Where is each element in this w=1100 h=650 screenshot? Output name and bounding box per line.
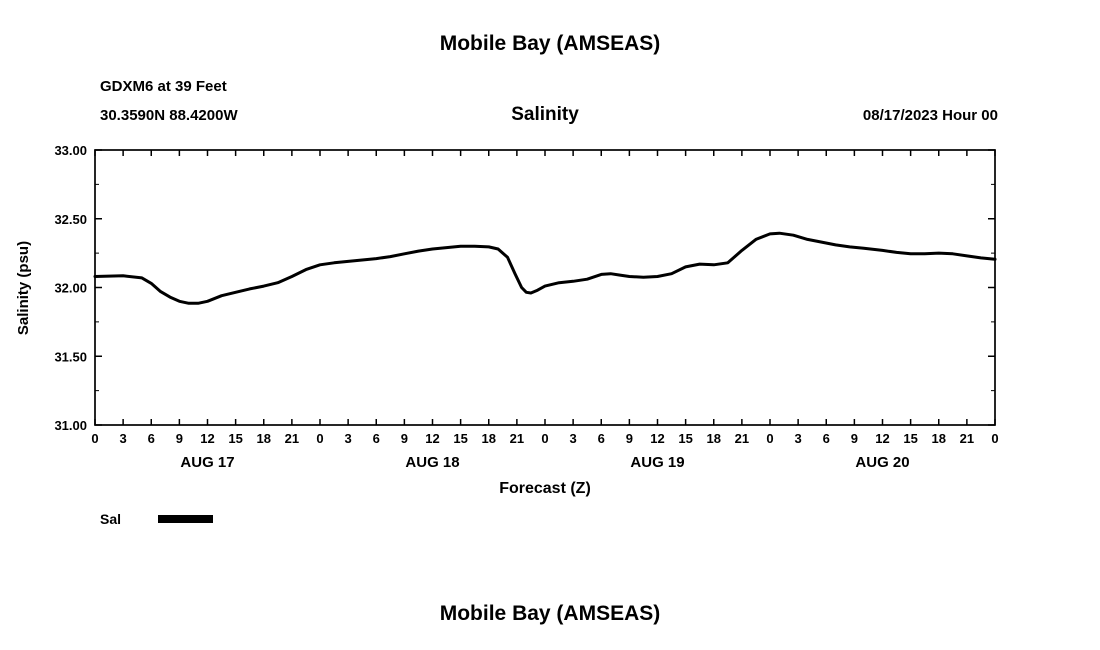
x-tick-label: 12 [650,431,664,446]
y-tick-label: 32.00 [54,281,87,296]
x-tick-label: 21 [960,431,974,446]
x-tick-label: 18 [257,431,271,446]
x-tick-label: 15 [678,431,692,446]
x-tick-label: 6 [823,431,830,446]
x-tick-label: 21 [510,431,524,446]
x-axis-title: Forecast (Z) [499,480,591,497]
x-tick-label: 18 [932,431,946,446]
x-tick-label: 9 [626,431,633,446]
series-line-sal [93,231,997,305]
x-tick-label: 9 [851,431,858,446]
x-tick-label: 9 [401,431,408,446]
x-tick-label: 0 [766,431,773,446]
x-tick-label: 15 [453,431,467,446]
y-tick-label: 33.00 [54,143,87,158]
day-label: AUG 20 [855,454,909,471]
x-tick-label: 9 [176,431,183,446]
x-tick-label: 21 [735,431,749,446]
y-tick-label: 31.50 [54,349,87,364]
day-label: AUG 18 [405,454,459,471]
x-tick-label: 15 [228,431,242,446]
x-tick-label: 12 [425,431,439,446]
x-tick-label: 3 [345,431,352,446]
x-tick-label: 12 [200,431,214,446]
x-tick-label: 3 [120,431,127,446]
forecast-datetime: 08/17/2023 Hour 00 [863,107,998,124]
page-title: Mobile Bay (AMSEAS) [440,32,661,55]
day-label: AUG 19 [630,454,684,471]
day-label: AUG 17 [180,454,234,471]
station-name: GDXM6 at 39 Feet [100,78,227,95]
x-tick-label: 0 [91,431,98,446]
y-axis-title: Salinity (psu) [15,241,32,335]
legend-label: Sal [100,511,121,527]
y-tick-label: 32.50 [54,212,87,227]
legend-line-swatch [158,515,213,523]
x-tick-label: 18 [482,431,496,446]
x-tick-label: 15 [903,431,917,446]
page-title-bottom: Mobile Bay (AMSEAS) [440,602,661,625]
x-tick-label: 0 [316,431,323,446]
x-tick-label: 0 [541,431,548,446]
x-tick-label: 21 [285,431,299,446]
x-tick-label: 12 [875,431,889,446]
chart-subtitle: Salinity [511,104,579,125]
x-tick-label: 18 [707,431,721,446]
x-tick-label: 3 [570,431,577,446]
y-tick-label: 31.00 [54,418,87,433]
x-tick-label: 6 [373,431,380,446]
x-tick-label: 6 [598,431,605,446]
x-tick-label: 0 [991,431,998,446]
salinity-chart: 0 3 6 9 12 15 18 21 0 3 6 9 12 15 18 21 0 3 6 9 12 15 18 21 0 3 6 9… [54,143,998,471]
x-tick-label: 6 [148,431,155,446]
station-coordinates: 30.3590N 88.4200W [100,107,238,124]
x-tick-label: 3 [795,431,802,446]
